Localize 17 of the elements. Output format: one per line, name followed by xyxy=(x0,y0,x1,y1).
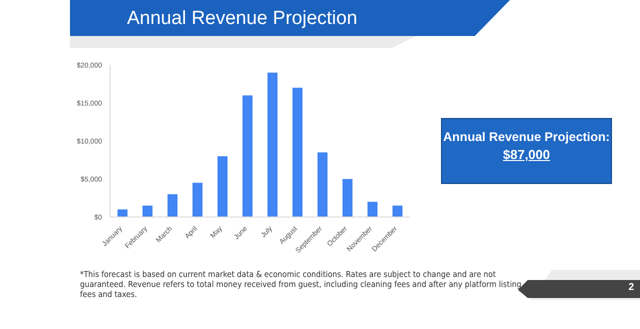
text: $87,000 xyxy=(502,147,551,162)
text: *This forecast is based on current market data & economic conditions. Rates are subject to change and are not guaranteed. Revenue refers to total money received from guest, including cleaning fees and after any platform listing fees and taxes. xyxy=(80,269,522,299)
bar xyxy=(268,72,278,217)
bar xyxy=(168,194,178,217)
bar xyxy=(318,152,328,217)
bar xyxy=(242,95,252,217)
bar xyxy=(192,182,202,217)
bar xyxy=(292,88,302,217)
text: 2 xyxy=(628,282,634,293)
bar xyxy=(118,209,128,217)
bar xyxy=(392,206,402,217)
bar xyxy=(142,206,152,217)
bar xyxy=(342,179,352,217)
bar xyxy=(218,156,228,217)
chart-title: Annual Revenue Projection xyxy=(127,8,358,30)
text: Annual Revenue Projection: xyxy=(442,130,611,144)
bar xyxy=(368,202,378,217)
